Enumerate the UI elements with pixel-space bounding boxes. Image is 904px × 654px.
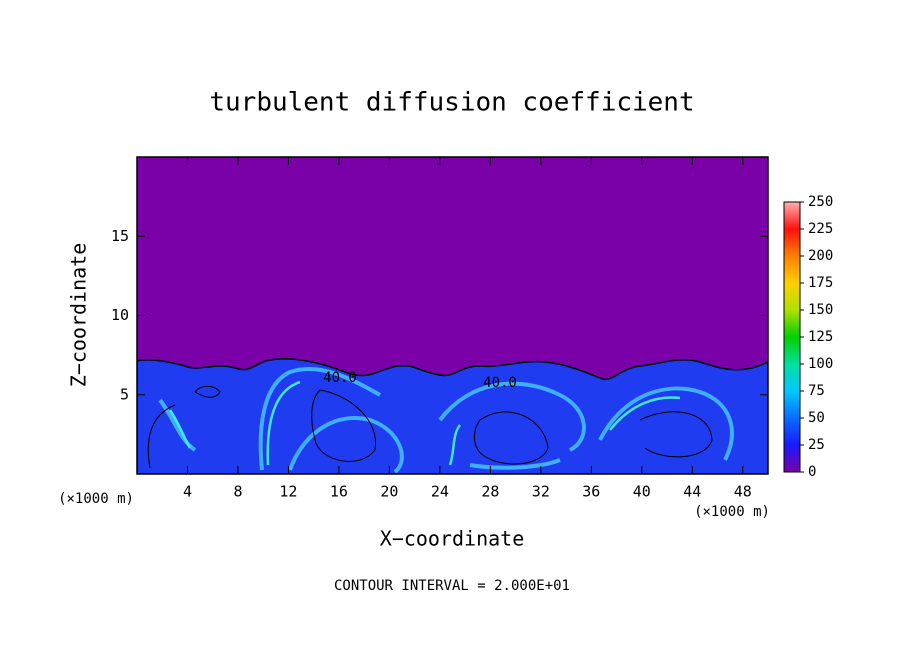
colorbar-tick-label: 0 (808, 464, 816, 480)
y-tick-label: 10 (111, 306, 129, 324)
x-tick-label: 44 (683, 483, 701, 501)
x-tick-label: 40 (633, 483, 651, 501)
x-unit-right: (×1000 m) (694, 504, 770, 520)
x-tick-label: 8 (233, 483, 242, 501)
x-tick-label: 36 (582, 483, 600, 501)
contour-label: 40.0 (323, 370, 357, 386)
footnote: CONTOUR INTERVAL = 2.000E+01 (334, 578, 570, 594)
x-tick-label: 20 (380, 483, 398, 501)
y-tick-label: 15 (111, 227, 129, 245)
x-tick-label: 28 (481, 483, 499, 501)
x-unit-left: (×1000 m) (58, 491, 134, 507)
colorbar-tick-label: 100 (808, 356, 833, 372)
colorbar-tick-label: 225 (808, 221, 833, 237)
y-tick-label: 5 (120, 385, 129, 403)
x-tick-label: 4 (183, 483, 192, 501)
colorbar-tick-label: 200 (808, 248, 833, 264)
x-axis-label: X−coordinate (380, 527, 525, 551)
colorbar-tick-label: 150 (808, 302, 833, 318)
x-tick-label: 48 (734, 483, 752, 501)
turbulent-region (137, 357, 768, 474)
y-axis-label: Z−coordinate (67, 243, 91, 388)
x-tick-label: 16 (330, 483, 348, 501)
field (137, 157, 768, 474)
colorbar-tick-label: 75 (808, 383, 825, 399)
x-tick-label: 24 (431, 483, 449, 501)
x-tick-label: 32 (532, 483, 550, 501)
contour-lines (147, 385, 713, 469)
chart-title: turbulent diffusion coefficient (209, 88, 694, 118)
colorbar-tick-label: 50 (808, 410, 825, 426)
contour-label: 40.0 (483, 375, 517, 391)
colorbar-tick-label: 125 (808, 329, 833, 345)
colorbar (783, 201, 801, 473)
shear-cores (168, 380, 681, 466)
colorbar-tick-label: 175 (808, 275, 833, 291)
x-tick-label: 12 (279, 483, 297, 501)
shear-bands (158, 366, 734, 474)
colorbar-tick-label: 25 (808, 437, 825, 453)
colorbar-tick-label: 250 (808, 194, 833, 210)
